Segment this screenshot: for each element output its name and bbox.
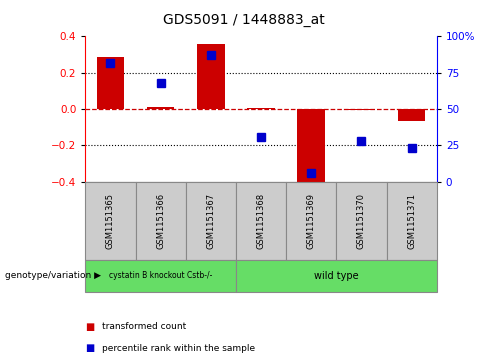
Text: genotype/variation ▶: genotype/variation ▶ bbox=[5, 272, 101, 280]
Bar bbox=[347, 109, 375, 110]
Text: cystatin B knockout Cstb-/-: cystatin B knockout Cstb-/- bbox=[109, 272, 212, 280]
Text: percentile rank within the sample: percentile rank within the sample bbox=[102, 344, 256, 353]
Text: ■: ■ bbox=[85, 322, 95, 332]
Text: wild type: wild type bbox=[314, 271, 359, 281]
Text: GDS5091 / 1448883_at: GDS5091 / 1448883_at bbox=[163, 13, 325, 27]
Text: GSM1151367: GSM1151367 bbox=[206, 192, 215, 249]
Text: GSM1151365: GSM1151365 bbox=[106, 192, 115, 249]
Text: GSM1151370: GSM1151370 bbox=[357, 192, 366, 249]
Text: ■: ■ bbox=[85, 343, 95, 354]
Bar bbox=[97, 57, 124, 109]
Bar bbox=[298, 109, 325, 183]
Bar bbox=[147, 107, 175, 109]
Text: GSM1151369: GSM1151369 bbox=[307, 192, 316, 249]
Text: GSM1151368: GSM1151368 bbox=[257, 192, 265, 249]
Bar bbox=[398, 109, 426, 121]
Text: GSM1151371: GSM1151371 bbox=[407, 192, 416, 249]
Text: transformed count: transformed count bbox=[102, 322, 187, 331]
Bar bbox=[247, 108, 275, 109]
Bar bbox=[197, 45, 224, 109]
Text: GSM1151366: GSM1151366 bbox=[156, 192, 165, 249]
